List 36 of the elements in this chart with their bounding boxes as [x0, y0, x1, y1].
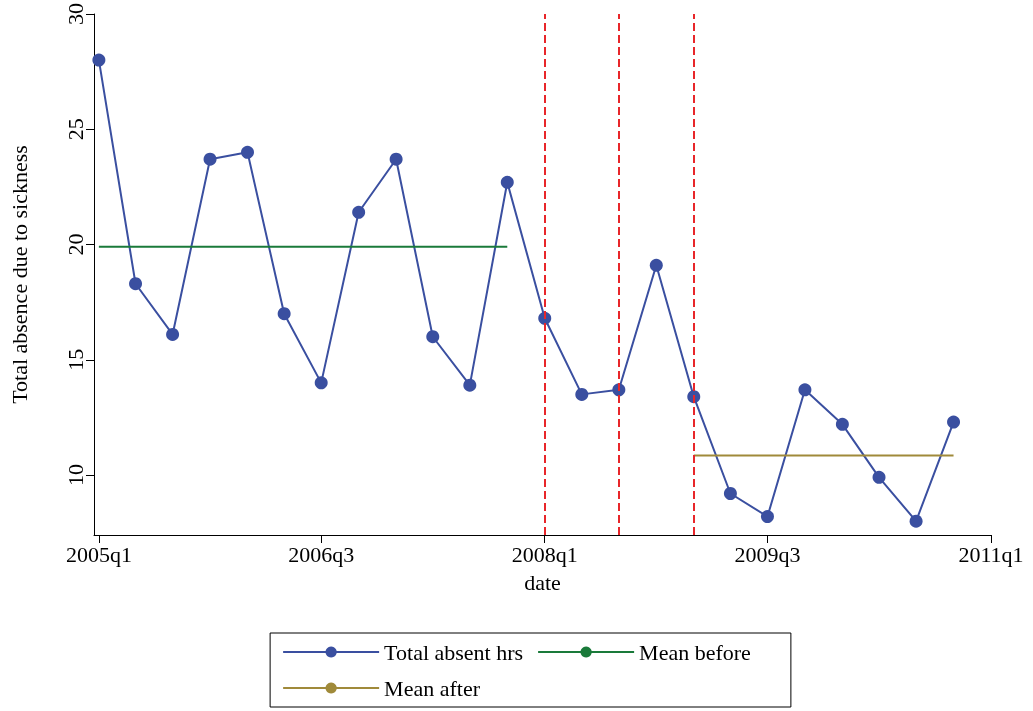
x-axis-title: date	[524, 569, 561, 595]
y-tick-label: 20	[62, 233, 88, 256]
point	[277, 307, 291, 321]
point	[798, 383, 812, 397]
y-axis-title: Total absence due to sickness	[6, 145, 32, 404]
point	[352, 205, 366, 219]
point	[760, 510, 774, 524]
point	[92, 53, 106, 67]
point	[723, 487, 737, 500]
point	[426, 330, 440, 344]
point	[314, 376, 328, 390]
point	[947, 415, 961, 429]
point	[129, 277, 143, 291]
legend-label: Mean before	[639, 639, 751, 665]
point	[649, 258, 663, 272]
point	[166, 327, 180, 341]
y-tick-label: 10	[62, 464, 88, 487]
point	[203, 152, 217, 166]
point	[500, 175, 514, 189]
point	[241, 145, 254, 159]
x-tick-label: 2005q1	[65, 541, 132, 567]
legend-label: Total absent hrs	[384, 639, 524, 665]
y-tick-label: 30	[62, 3, 88, 25]
y-tick-label: 15	[62, 348, 88, 371]
x-tick-label: 2006q3	[288, 541, 355, 567]
point	[872, 470, 886, 484]
x-tick-label: 2009q3	[734, 541, 801, 567]
point	[575, 387, 589, 401]
point	[835, 417, 849, 431]
point	[909, 514, 923, 528]
x-tick-label: 2008q1	[511, 541, 578, 567]
point	[389, 152, 403, 166]
legend-label: Mean after	[384, 675, 481, 701]
y-tick-label: 25	[62, 118, 88, 141]
x-tick-label: 2011q1	[958, 541, 1024, 567]
point	[463, 378, 477, 392]
